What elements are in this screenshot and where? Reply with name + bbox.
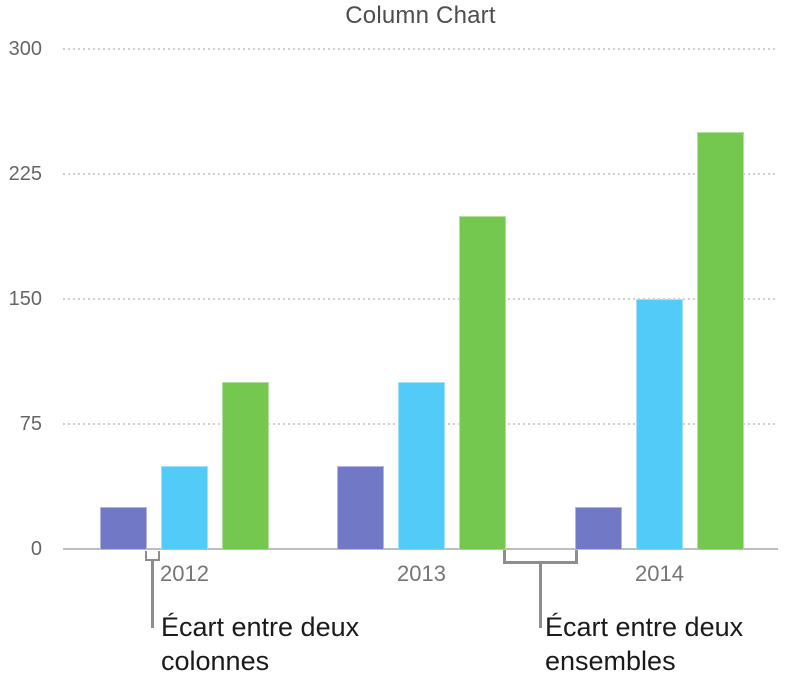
annotation-column-gap-line1: Écart entre deux [161, 612, 360, 642]
gridline-150 [63, 298, 778, 300]
annotation-column-gap: Écart entre deux colonnes [161, 610, 359, 678]
x-category-label-2013: 2013 [397, 561, 446, 586]
bar-2013-green-series [459, 215, 506, 549]
annotation-set-gap-line1: Écart entre deux [545, 612, 744, 642]
chart-title: Column Chart [345, 2, 496, 29]
x-category-label-2014: 2014 [635, 561, 684, 586]
bar-2014-green-series [697, 132, 744, 549]
set-gap-bracket [503, 550, 578, 564]
x-axis-line [63, 548, 778, 550]
y-tick-label-225: 225 [8, 163, 42, 185]
bar-2012-green-series [222, 382, 269, 549]
bar-2014-blue-series [636, 299, 683, 549]
annotation-column-gap-line2: colonnes [161, 646, 270, 676]
gridline-225 [63, 173, 778, 175]
bar-2012-blue-series [161, 465, 208, 549]
annotation-set-gap-line2: ensembles [545, 646, 676, 676]
column-gap-leader-line [151, 560, 154, 628]
y-tick-label-150: 150 [8, 288, 42, 310]
x-category-label-2012: 2012 [160, 561, 209, 586]
bar-2014-purple-series [575, 507, 622, 549]
gridline-300 [63, 48, 778, 50]
y-tick-label-0: 0 [30, 538, 42, 560]
set-gap-leader-line [539, 563, 542, 628]
bar-2013-purple-series [337, 465, 384, 549]
bar-2013-blue-series [398, 382, 445, 549]
bar-2012-purple-series [100, 507, 147, 549]
annotation-set-gap: Écart entre deux ensembles [545, 610, 743, 678]
y-tick-label-300: 300 [8, 38, 42, 60]
y-tick-label-75: 75 [19, 413, 42, 435]
